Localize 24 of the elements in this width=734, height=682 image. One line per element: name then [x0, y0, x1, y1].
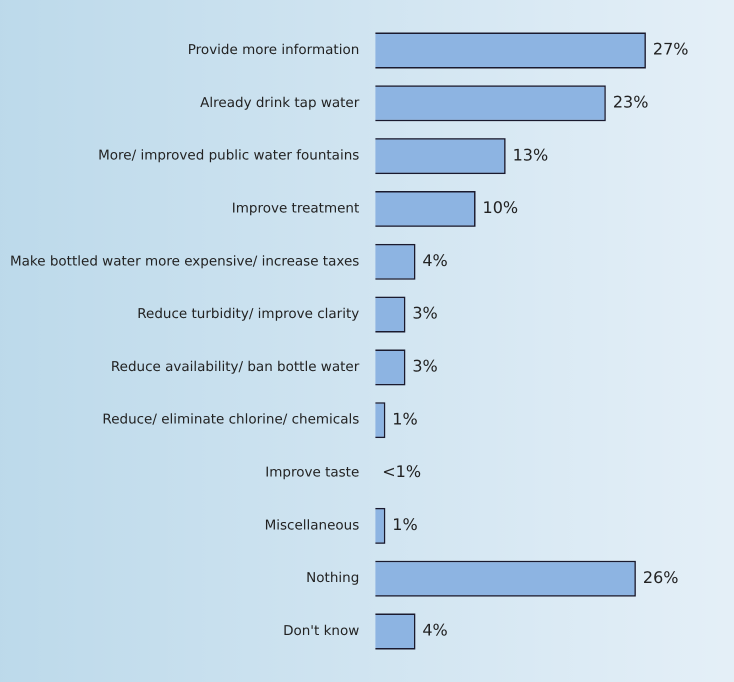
y-tick-label: Reduce/ eliminate chlorine/ chemicals [102, 412, 360, 428]
data-label: 27% [652, 40, 688, 59]
data-label: 1% [392, 515, 418, 534]
data-label: 1% [392, 409, 418, 428]
y-tick-label: Make bottled water more expensive/ increase taxes [10, 253, 360, 270]
data-label: 10% [482, 198, 518, 218]
y-tick-label: Miscellaneous [264, 517, 360, 534]
y-tick-label: Provide more information [188, 42, 360, 58]
data-label: 13% [512, 145, 548, 164]
data-label: 23% [612, 92, 648, 112]
y-tick-label: Already drink tap water [200, 94, 360, 111]
y-tick-label: Improve taste [265, 464, 360, 481]
y-tick-label: Reduce availability/ ban bottle water [110, 358, 360, 375]
data-label: 3% [412, 304, 438, 323]
y-tick-label: More/ improved public water fountains [98, 148, 360, 164]
data-label: 26% [642, 568, 678, 587]
data-label: <1% [382, 462, 422, 482]
y-tick-label: Nothing [306, 570, 360, 586]
data-label: 3% [412, 356, 438, 376]
data-label: 4% [422, 250, 448, 270]
y-tick-label: Don't know [283, 622, 360, 639]
y-tick-label: Improve treatment [232, 200, 360, 216]
y-tick-label: Reduce turbidity/ improve clarity [137, 306, 360, 322]
data-label: 4% [422, 620, 448, 640]
